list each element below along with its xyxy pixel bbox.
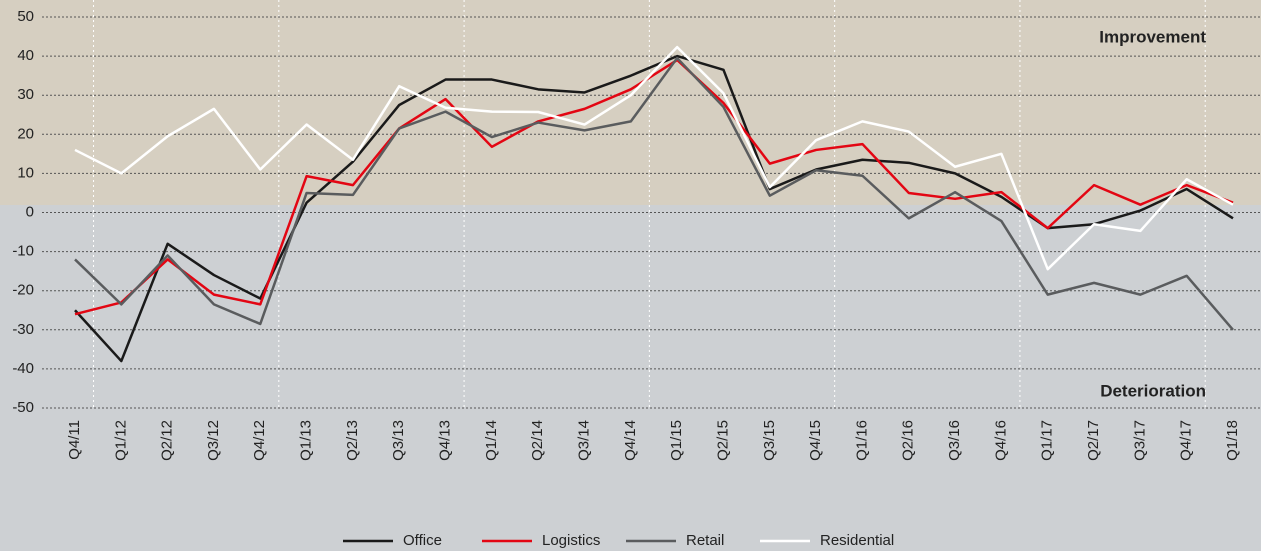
series-line bbox=[74, 56, 1234, 331]
y-tick-label: -30 bbox=[12, 321, 34, 338]
legend-label: Residential bbox=[820, 532, 894, 549]
x-tick-label: Q4/14 bbox=[622, 420, 639, 461]
x-tick-label: Q3/12 bbox=[205, 420, 222, 461]
background-upper bbox=[0, 0, 1261, 205]
x-tick-label: Q3/17 bbox=[1131, 420, 1148, 461]
x-tick-label: Q4/11 bbox=[66, 420, 83, 460]
y-tick-label: -20 bbox=[12, 282, 34, 299]
x-tick-label: Q4/17 bbox=[1178, 420, 1195, 461]
y-tick-label: -40 bbox=[12, 360, 34, 377]
y-tick-label: 0 bbox=[26, 203, 34, 220]
x-tick-label: Q1/14 bbox=[483, 420, 500, 461]
x-tick-label: Q1/12 bbox=[112, 420, 129, 461]
x-tick-label: Q1/17 bbox=[1039, 420, 1056, 461]
x-tick-label: Q3/15 bbox=[761, 420, 778, 461]
x-tick-label: Q4/12 bbox=[251, 420, 268, 461]
x-tick-label: Q3/13 bbox=[390, 420, 407, 461]
y-tick-label: 10 bbox=[17, 164, 34, 181]
legend-label: Retail bbox=[686, 532, 724, 549]
y-tick-label: 30 bbox=[17, 86, 34, 103]
legend-label: Logistics bbox=[542, 532, 600, 549]
y-tick-label: 50 bbox=[17, 8, 34, 25]
x-tick-label: Q2/12 bbox=[159, 420, 176, 461]
series-line bbox=[74, 45, 1234, 271]
x-tick-label: Q1/15 bbox=[668, 420, 685, 461]
annotation: Deterioration bbox=[1100, 381, 1206, 400]
series-line bbox=[74, 58, 1234, 316]
x-tick-label: Q1/18 bbox=[1224, 420, 1241, 461]
x-tick-label: Q1/16 bbox=[853, 420, 870, 461]
x-tick-label: Q2/17 bbox=[1085, 420, 1102, 461]
legend-label: Office bbox=[403, 532, 442, 549]
annotation: Improvement bbox=[1099, 27, 1206, 46]
x-tick-label: Q4/16 bbox=[992, 420, 1009, 461]
x-tick-label: Q1/13 bbox=[298, 420, 315, 461]
x-tick-label: Q4/13 bbox=[437, 420, 454, 461]
x-tick-label: Q3/16 bbox=[946, 420, 963, 461]
x-tick-label: Q2/13 bbox=[344, 420, 361, 461]
x-tick-label: Q3/14 bbox=[575, 420, 592, 461]
y-tick-label: -10 bbox=[12, 243, 34, 260]
y-tick-label: 20 bbox=[17, 125, 34, 142]
x-tick-label: Q2/16 bbox=[900, 420, 917, 461]
x-tick-label: Q2/15 bbox=[714, 420, 731, 461]
x-tick-label: Q4/15 bbox=[807, 420, 824, 461]
y-tick-label: 40 bbox=[17, 47, 34, 64]
y-tick-label: -50 bbox=[12, 399, 34, 416]
x-tick-label: Q2/14 bbox=[529, 420, 546, 461]
